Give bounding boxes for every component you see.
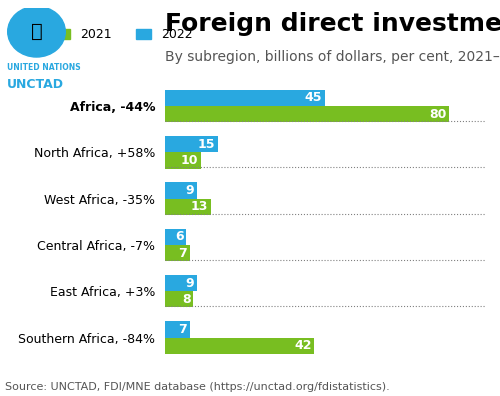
Text: 80: 80 [429,108,446,121]
Text: By subregion, billions of dollars, per cent, 2021–2022: By subregion, billions of dollars, per c… [165,50,500,63]
Text: 7: 7 [178,323,187,336]
Bar [165,321,190,337]
Bar [165,152,200,169]
Text: Source: UNCTAD, FDI/MNE database (https://unctad.org/fdistatistics).: Source: UNCTAD, FDI/MNE database (https:… [5,382,390,392]
Text: 42: 42 [294,339,312,352]
Text: 13: 13 [191,200,208,213]
Bar [165,183,197,199]
Text: 7: 7 [178,247,187,259]
Text: 🌐: 🌐 [30,22,42,41]
Text: 6: 6 [175,230,184,243]
Text: 45: 45 [304,91,322,105]
Bar [165,275,197,291]
Circle shape [8,6,66,57]
Bar [165,245,190,261]
Text: Foreign direct investment in Africa: Foreign direct investment in Africa [165,12,500,36]
Text: UNCTAD: UNCTAD [7,78,64,91]
Legend: 2021, 2022: 2021, 2022 [50,23,198,46]
Bar [165,106,450,122]
Bar [165,136,218,152]
Bar [165,229,186,245]
Text: 10: 10 [180,154,198,167]
Text: 8: 8 [182,293,190,306]
Bar [165,199,211,215]
Text: 9: 9 [186,277,194,289]
Bar [165,291,194,307]
Text: UNITED NATIONS: UNITED NATIONS [7,63,80,72]
Bar [165,337,314,354]
Text: 15: 15 [198,138,216,151]
Text: 9: 9 [186,184,194,197]
Bar [165,90,325,106]
